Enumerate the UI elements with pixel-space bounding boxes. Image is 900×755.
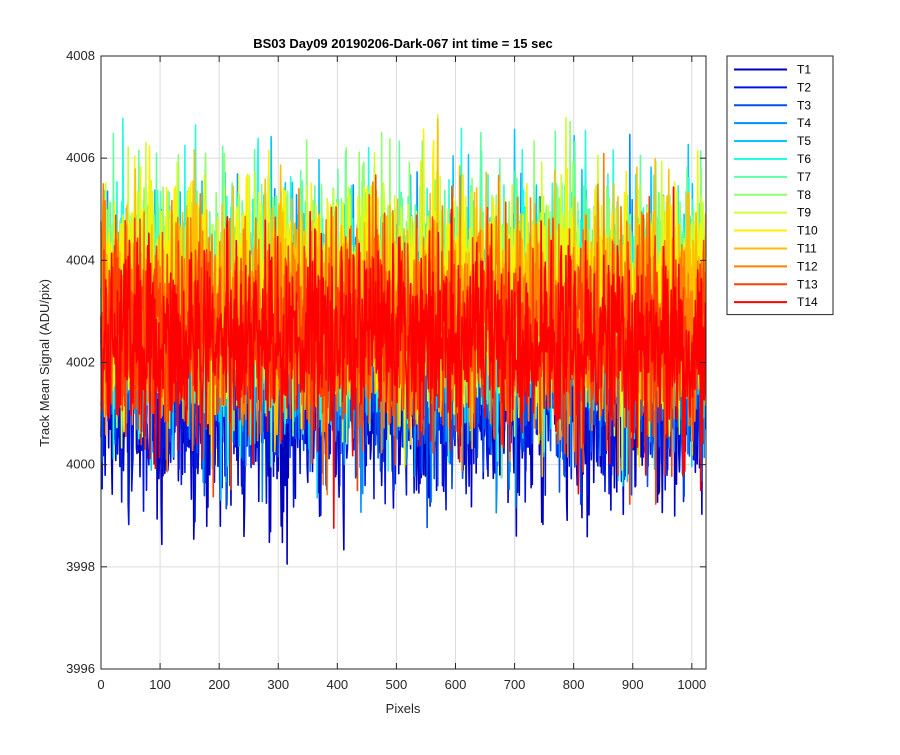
y-tick-label: 3998 bbox=[66, 559, 95, 574]
series-group bbox=[100, 114, 707, 565]
legend-label-t14: T14 bbox=[797, 295, 818, 309]
series-line-t13 bbox=[100, 174, 707, 505]
y-tick-label: 3996 bbox=[66, 661, 95, 676]
x-tick-label: 100 bbox=[149, 677, 171, 692]
chart-title: BS03 Day09 20190206-Dark-067 int time = … bbox=[253, 36, 553, 51]
legend-label-t9: T9 bbox=[797, 206, 811, 220]
y-tick-label: 4002 bbox=[66, 355, 95, 370]
legend-label-t13: T13 bbox=[797, 277, 818, 291]
legend-label-t7: T7 bbox=[797, 170, 811, 184]
legend-label-t3: T3 bbox=[797, 98, 811, 112]
y-tick-label: 4004 bbox=[66, 252, 95, 267]
legend-label-t12: T12 bbox=[797, 259, 818, 273]
y-axis-label: Track Mean Signal (ADU/pix) bbox=[37, 279, 52, 447]
ticks: 0 100 200 300 400 500 600 700 800 900 1000 3996 3998… bbox=[66, 48, 706, 692]
legend: T1 T2 T3 T4 T5 T6 T7 T8 T9 T10 T11 T12 T13 T14 bbox=[726, 55, 834, 316]
legend-box bbox=[726, 55, 834, 316]
legend-label-t11: T11 bbox=[797, 241, 817, 255]
y-tick-label: 4008 bbox=[66, 48, 95, 63]
x-axis-label: Pixels bbox=[386, 701, 421, 716]
legend-label-t6: T6 bbox=[797, 152, 811, 166]
x-tick-label: 500 bbox=[386, 677, 408, 692]
legend-label-t1: T1 bbox=[797, 62, 811, 76]
legend-label-t10: T10 bbox=[797, 224, 818, 238]
x-tick-label: 700 bbox=[504, 677, 526, 692]
legend-label-t4: T4 bbox=[797, 116, 811, 130]
x-tick-label: 200 bbox=[208, 677, 230, 692]
series-line-t14 bbox=[100, 186, 707, 529]
x-tick-label: 1000 bbox=[677, 677, 706, 692]
legend-label-t8: T8 bbox=[797, 188, 811, 202]
y-tick-label: 4000 bbox=[66, 457, 95, 472]
x-tick-label: 400 bbox=[326, 677, 348, 692]
x-tick-label: 0 bbox=[97, 677, 104, 692]
x-tick-label: 600 bbox=[445, 677, 467, 692]
y-tick-label: 4006 bbox=[66, 150, 95, 165]
legend-label-t2: T2 bbox=[797, 80, 811, 94]
x-tick-label: 900 bbox=[622, 677, 644, 692]
legend-label-t5: T5 bbox=[797, 134, 811, 148]
x-tick-label: 800 bbox=[563, 677, 585, 692]
x-tick-label: 300 bbox=[267, 677, 289, 692]
